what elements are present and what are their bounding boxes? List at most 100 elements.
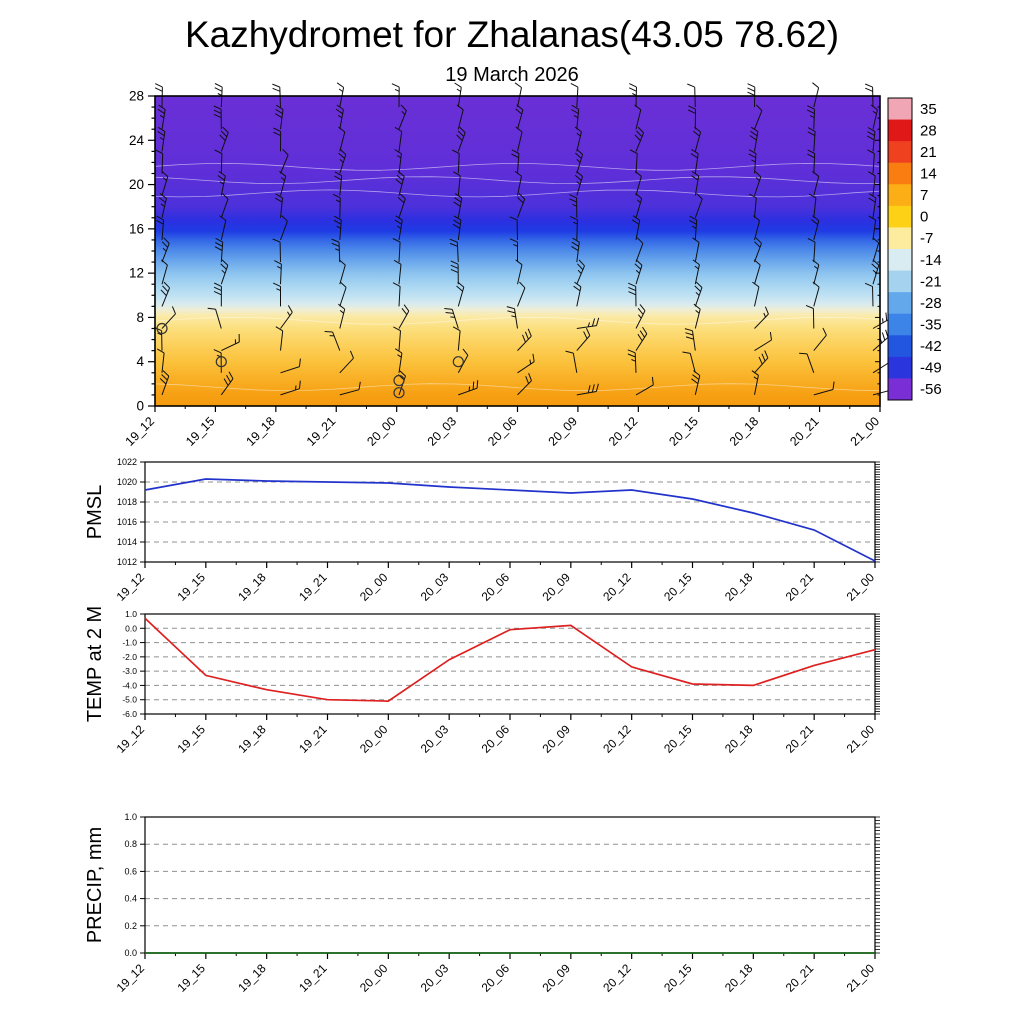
svg-text:0.6: 0.6 [124,866,137,876]
wind-barbs [154,82,895,396]
svg-text:19_12: 19_12 [123,414,158,449]
svg-text:21: 21 [920,144,937,161]
svg-text:21_00: 21_00 [844,722,878,756]
svg-text:0.4: 0.4 [124,894,137,904]
svg-text:-6.0: -6.0 [122,709,137,719]
svg-text:20_12: 20_12 [606,414,641,449]
svg-text:20_12: 20_12 [600,570,634,604]
svg-text:20_15: 20_15 [666,414,701,449]
svg-text:19_12: 19_12 [114,722,148,756]
temp-axis-label: TEMP at 2 M [84,605,106,723]
svg-text:12: 12 [129,266,144,281]
svg-text:20_03: 20_03 [418,961,452,995]
svg-text:0.8: 0.8 [124,839,137,849]
svg-text:19_15: 19_15 [174,961,208,995]
svg-text:19_12: 19_12 [114,570,148,604]
svg-text:0.2: 0.2 [124,921,137,931]
svg-text:24: 24 [129,133,145,148]
svg-text:19_21: 19_21 [296,961,330,995]
pmsl-line [144,478,876,562]
svg-text:-49: -49 [920,360,942,377]
svg-text:-4.0: -4.0 [122,680,137,690]
svg-text:-56: -56 [920,381,942,398]
svg-text:20_00: 20_00 [357,570,391,604]
svg-text:35: 35 [920,101,937,118]
svg-text:1014: 1014 [117,537,137,547]
svg-text:7: 7 [920,187,928,204]
svg-text:20_03: 20_03 [425,414,460,449]
svg-text:-42: -42 [920,338,942,355]
svg-text:20_06: 20_06 [479,570,513,604]
svg-text:21_00: 21_00 [844,961,878,995]
svg-text:21_00: 21_00 [844,570,878,604]
svg-text:1012: 1012 [117,557,137,567]
svg-text:28: 28 [920,122,937,139]
svg-text:19_15: 19_15 [174,570,208,604]
temperature-colorbar: 35 28 21 14 7 0 -7 -14 -21 -28 -35 -42 -49 -56 [887,97,942,401]
svg-text:19_18: 19_18 [235,722,269,756]
svg-text:20_12: 20_12 [600,722,634,756]
svg-text:1020: 1020 [117,477,137,487]
svg-text:8: 8 [136,310,144,325]
svg-text:20_21: 20_21 [783,570,817,604]
svg-text:-21: -21 [920,273,942,290]
svg-text:20_12: 20_12 [600,961,634,995]
svg-text:-1.0: -1.0 [122,638,137,648]
svg-text:19_21: 19_21 [296,722,330,756]
svg-text:19_21: 19_21 [296,570,330,604]
svg-text:20_09: 20_09 [539,570,573,604]
svg-text:20_09: 20_09 [539,722,573,756]
calm-wind-marker [393,374,405,387]
svg-text:20_06: 20_06 [485,414,520,449]
svg-text:19_15: 19_15 [183,414,218,449]
svg-text:28: 28 [129,89,144,104]
svg-text:0.0: 0.0 [125,623,137,633]
temp-svg: 1.0 0.0 -1.0 -2.0 -3.0 -4.0 -5.0 -6.0 19_12 19_15… [114,609,880,756]
svg-text:20_03: 20_03 [418,570,452,604]
svg-text:-7: -7 [920,230,933,247]
svg-text:20_09: 20_09 [539,961,573,995]
calm-wind-marker [452,356,464,368]
date-subtitle: 19 March 2026 [445,64,579,86]
svg-text:-14: -14 [920,252,942,269]
svg-text:21_00: 21_00 [848,414,883,449]
svg-text:1018: 1018 [117,497,137,507]
svg-text:-5.0: -5.0 [122,695,137,705]
svg-text:20_00: 20_00 [364,414,399,449]
svg-text:-35: -35 [920,317,942,334]
svg-text:-2.0: -2.0 [122,652,137,662]
svg-text:1.0: 1.0 [124,812,137,822]
precip-svg: 1.0 0.8 0.6 0.4 0.2 0.0 19_12 19_15 19_18 19_21 20… [114,812,880,995]
precip-axis-label: PRECIP, mm [84,826,106,944]
svg-text:20_21: 20_21 [783,722,817,756]
svg-text:20_03: 20_03 [418,722,452,756]
svg-text:20_06: 20_06 [479,722,513,756]
calm-wind-marker [393,387,405,399]
svg-text:14: 14 [920,166,937,183]
svg-text:20_09: 20_09 [546,414,581,449]
calm-wind-marker [215,356,227,368]
cross-section-svg: 0 4 8 12 16 20 24 28 19_12 19_15 19_18 19_21 20_00 20… [123,82,942,449]
svg-text:20_15: 20_15 [661,961,695,995]
svg-text:1022: 1022 [117,457,137,467]
svg-text:20_15: 20_15 [661,722,695,756]
svg-text:-28: -28 [920,295,942,312]
svg-text:1.0: 1.0 [125,609,137,619]
temp2m-line [144,617,876,702]
svg-text:-3.0: -3.0 [122,666,137,676]
page-title: Kazhydromet for Zhalanas(43.05 78.62) [184,14,840,55]
svg-text:20_21: 20_21 [783,961,817,995]
svg-text:4: 4 [136,354,144,369]
svg-text:20_18: 20_18 [727,414,762,449]
svg-text:0: 0 [136,399,144,414]
svg-text:20_00: 20_00 [357,961,391,995]
svg-text:16: 16 [129,221,144,236]
svg-text:19_18: 19_18 [235,961,269,995]
pmsl-axis-label: PMSL [84,484,106,540]
svg-text:0.0: 0.0 [124,948,137,958]
svg-text:20_18: 20_18 [722,961,756,995]
svg-text:19_15: 19_15 [174,722,208,756]
svg-text:20_06: 20_06 [479,961,513,995]
svg-text:20: 20 [129,177,144,192]
